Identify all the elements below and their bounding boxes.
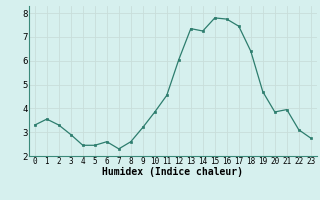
X-axis label: Humidex (Indice chaleur): Humidex (Indice chaleur)	[102, 167, 243, 177]
